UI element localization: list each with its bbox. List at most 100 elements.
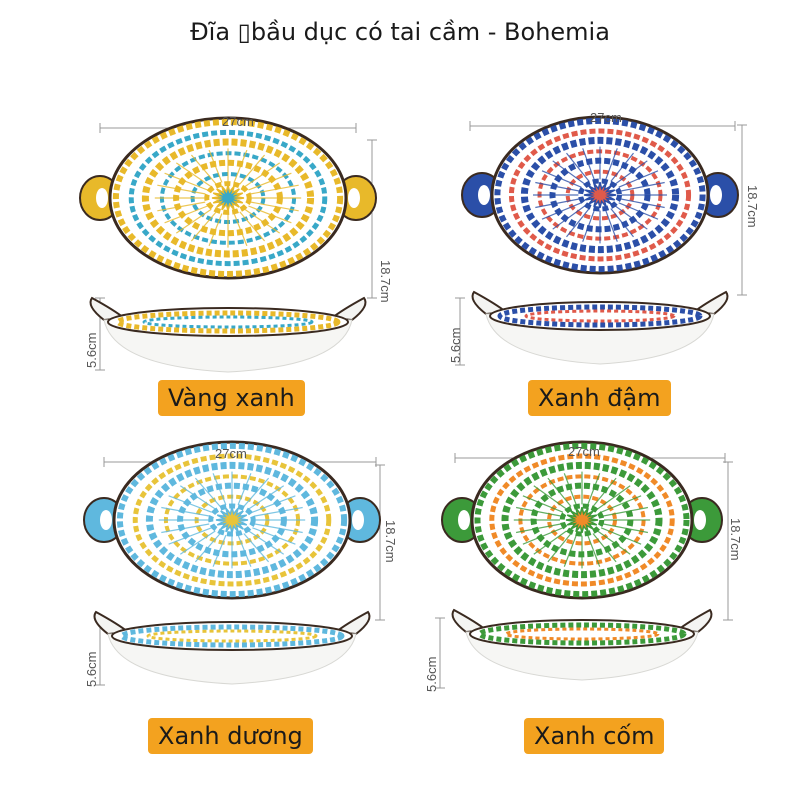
pattern-spoke [610, 152, 634, 182]
variant-panel: 27cm 18.7cm 5.6cm Xanh đậm [400, 70, 800, 440]
side-rim [489, 301, 711, 331]
pattern-spoke [250, 201, 299, 212]
height-dimension: 18.7cm [745, 185, 760, 228]
pattern-spoke [541, 202, 582, 220]
pattern-spoke [605, 148, 618, 181]
pattern-spoke [239, 211, 266, 242]
pattern-spoke [587, 534, 601, 567]
pattern-spoke [603, 523, 649, 534]
handle-hole [352, 510, 364, 530]
pattern-spoke [535, 181, 580, 192]
height-dimension: 18.7cm [383, 520, 398, 563]
pattern-ring [208, 503, 256, 537]
pattern-spoke [161, 506, 210, 517]
pattern-spoke [179, 530, 216, 555]
width-dimension: 27cm [222, 114, 254, 129]
pattern-spoke [244, 162, 281, 188]
plate-illustration [83, 440, 385, 686]
pattern-spoke [597, 530, 631, 555]
side-handle-left [93, 610, 131, 636]
variant-panel: 27cm 18.7cm 5.6cm Xanh dương [0, 420, 400, 790]
pattern-ring [508, 128, 692, 262]
pattern-spoke [614, 205, 648, 230]
pattern-spoke [603, 506, 649, 517]
side-pattern [115, 310, 341, 334]
pattern-ring [559, 503, 605, 537]
pattern-spoke [547, 477, 572, 507]
pattern-spoke [582, 209, 595, 242]
side-pattern [146, 629, 318, 643]
pattern-ring [578, 178, 622, 212]
handle-hole [458, 510, 470, 530]
pattern-ring [141, 138, 315, 258]
side-handle-left [89, 296, 127, 322]
pattern-spoke [535, 198, 580, 209]
pattern-ring [132, 453, 332, 587]
pattern-spoke [533, 530, 567, 555]
pattern-spoke [175, 162, 212, 188]
pattern-spoke [208, 213, 223, 247]
handle-hole [478, 185, 490, 205]
pattern-spoke [233, 213, 248, 247]
pattern-ring [489, 453, 675, 587]
pattern-spoke [212, 473, 227, 506]
pattern-spoke [244, 208, 281, 234]
variant-panel: 27cm 18.7cm 5.6cm Xanh cốm [400, 420, 800, 790]
handle-hole [100, 510, 112, 530]
pattern-spoke [252, 527, 296, 545]
pattern-spoke [248, 530, 285, 555]
pattern-spoke [605, 209, 618, 242]
pattern-spoke [250, 184, 299, 195]
height-dimension: 18.7cm [728, 518, 743, 561]
pattern-spoke [566, 208, 590, 238]
depth-dimension: 5.6cm [84, 651, 99, 687]
center-medallion [565, 507, 599, 533]
pattern-spoke [541, 170, 582, 188]
page-title: Đĩa ▯bầu dục có tai cầm - Bohemia [190, 18, 610, 46]
pattern-spoke [194, 477, 221, 507]
pattern-spoke [243, 533, 270, 563]
variant-label: Xanh cốm [524, 718, 665, 754]
variant-label: Xanh đậm [528, 380, 671, 416]
side-handle-right [333, 610, 371, 636]
pattern-ring [501, 461, 663, 579]
pattern-spoke [248, 172, 292, 191]
width-dimension: 27cm [215, 446, 247, 461]
pattern-spoke [547, 533, 572, 563]
handle-hole [710, 185, 722, 205]
side-pattern [497, 304, 703, 328]
depth-dimension: 5.6cm [424, 656, 439, 692]
width-dimension: 27cm [568, 444, 600, 459]
pattern-ring [520, 136, 680, 254]
pattern-ring [474, 442, 690, 598]
pattern-spoke [582, 148, 595, 181]
pattern-spoke [618, 202, 659, 220]
center-medallion [583, 182, 617, 208]
pattern-ring [112, 119, 344, 277]
pattern-spoke [248, 485, 285, 510]
pattern-spoke [248, 205, 292, 224]
variant-label: Xanh dương [148, 718, 313, 754]
center-medallion [211, 185, 245, 211]
center-medallion [215, 507, 249, 533]
side-pattern [477, 622, 687, 646]
pattern-spoke [233, 149, 248, 183]
pattern-ring [494, 117, 706, 273]
pattern-spoke [237, 473, 252, 506]
pattern-spoke [237, 534, 252, 567]
handle-hole [694, 510, 706, 530]
side-rim [469, 619, 695, 649]
pattern-spoke [243, 477, 270, 507]
pattern-spoke [161, 523, 210, 534]
plate-illustration [79, 116, 377, 373]
pattern-spoke [592, 533, 617, 563]
pattern-spoke [600, 527, 642, 545]
pattern-spoke [618, 170, 659, 188]
pattern-spoke [597, 485, 631, 510]
pattern-ring [128, 129, 328, 267]
pattern-spoke [566, 152, 590, 182]
height-dimension: 18.7cm [378, 260, 393, 303]
pattern-spoke [190, 154, 217, 185]
side-pattern [142, 315, 314, 329]
plate-illustration [435, 440, 733, 689]
